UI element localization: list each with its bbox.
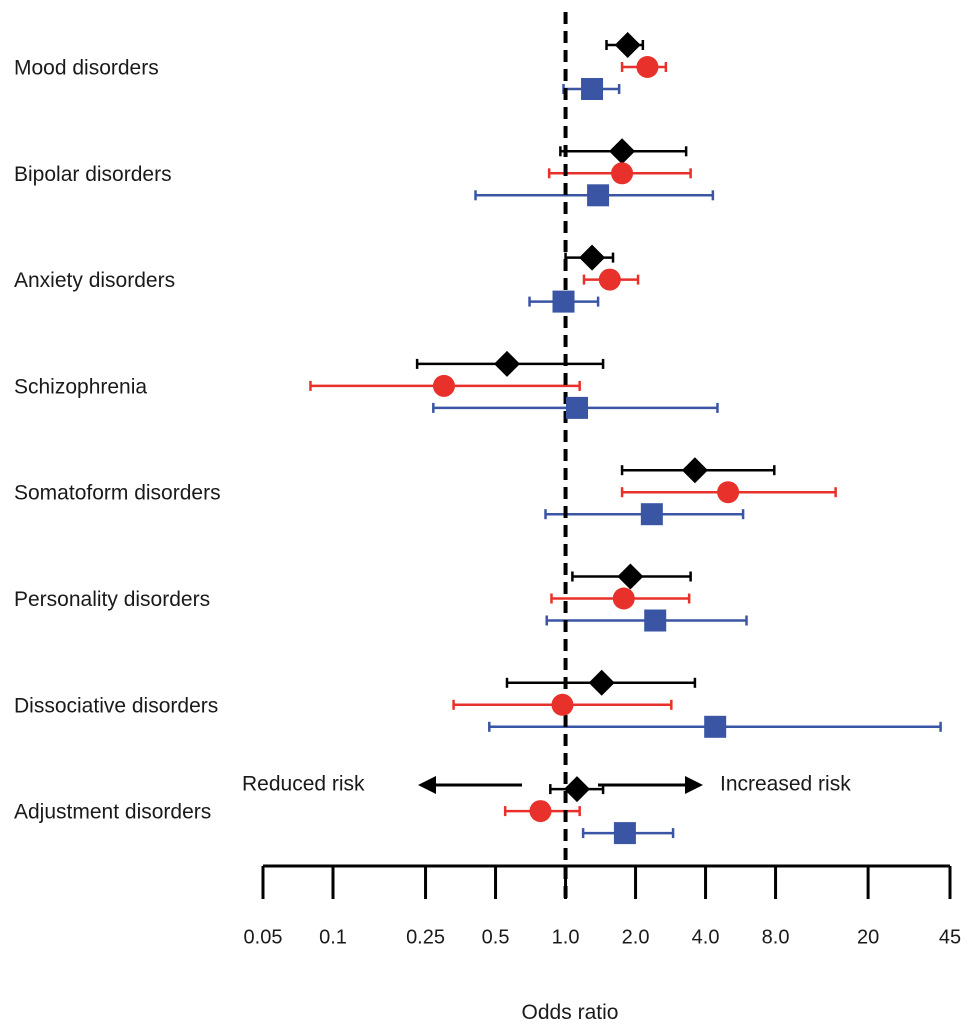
x-tick-label: 45 <box>939 926 961 948</box>
category-label: Anxiety disorders <box>14 269 175 292</box>
estimate-square <box>565 396 588 419</box>
x-axis-label: Odds ratio <box>522 1001 619 1024</box>
estimate-diamond <box>614 32 641 58</box>
estimate-square <box>581 78 604 100</box>
estimate-square <box>587 184 610 207</box>
category-label: Schizophrenia <box>14 375 147 398</box>
category-label: Adjustment disorders <box>14 801 211 824</box>
increased-risk-arrow <box>598 776 703 794</box>
estimate-diamond <box>563 776 590 803</box>
estimate-diamond <box>579 244 606 271</box>
estimate-circle <box>611 162 634 185</box>
x-tick-label: 0.25 <box>406 926 445 948</box>
increased-risk-text: Increased risk <box>720 773 851 796</box>
x-tick-label: 0.5 <box>482 926 510 948</box>
estimate-diamond <box>681 457 708 484</box>
x-tick-label: 0.05 <box>244 926 283 948</box>
point-estimates <box>432 32 740 845</box>
category-label: Mood disorders <box>14 57 159 80</box>
estimate-square <box>552 290 575 313</box>
estimate-circle <box>636 56 659 78</box>
x-axis: 0.05 0.1 0.25 0.5 1.0 2.0 4.0 8.0 20 45 <box>244 864 961 948</box>
estimate-circle <box>598 268 621 291</box>
estimate-circle <box>529 800 552 823</box>
estimate-square <box>640 503 663 526</box>
estimate-square <box>644 609 667 632</box>
estimate-diamond <box>617 563 644 590</box>
x-tick-label: 2.0 <box>622 926 650 948</box>
x-tick-label: 8.0 <box>762 926 790 948</box>
category-label: Personality disorders <box>14 588 210 611</box>
estimate-square <box>704 715 727 738</box>
category-label: Bipolar disorders <box>14 163 172 186</box>
estimate-circle <box>717 481 740 504</box>
estimate-diamond <box>588 669 615 696</box>
category-label: Somatoform disorders <box>14 482 221 505</box>
x-tick-label: 20 <box>857 926 879 948</box>
estimate-square <box>613 822 636 845</box>
x-tick-label: 0.1 <box>319 926 347 948</box>
x-tick-label: 1.0 <box>552 926 580 948</box>
estimate-diamond <box>493 350 520 377</box>
estimate-circle <box>612 587 635 610</box>
category-label: Dissociative disorders <box>14 694 218 717</box>
estimate-circle <box>432 374 455 397</box>
category-labels: Mood disorders Bipolar disorders Anxiety d… <box>14 57 221 824</box>
estimate-diamond <box>609 138 636 165</box>
reduced-risk-arrow <box>418 776 522 794</box>
reduced-risk-text: Reduced risk <box>242 773 365 796</box>
x-tick-label: 4.0 <box>692 926 720 948</box>
estimate-circle <box>551 693 574 716</box>
